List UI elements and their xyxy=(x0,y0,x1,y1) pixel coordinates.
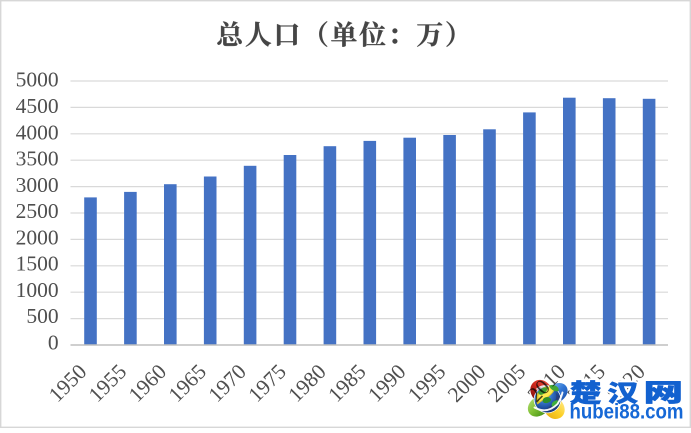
svg-text:1500: 1500 xyxy=(16,252,59,276)
svg-text:2000: 2000 xyxy=(16,225,59,249)
svg-text:500: 500 xyxy=(26,304,58,328)
svg-text:hubei88.com: hubei88.com xyxy=(570,400,684,423)
svg-text:3500: 3500 xyxy=(16,147,59,171)
svg-text:4000: 4000 xyxy=(16,120,59,144)
svg-text:5000: 5000 xyxy=(16,68,59,92)
svg-text:1000: 1000 xyxy=(16,278,59,302)
svg-text:0: 0 xyxy=(48,331,59,355)
svg-text:4500: 4500 xyxy=(16,94,59,118)
svg-text:2500: 2500 xyxy=(16,199,59,223)
svg-text:3000: 3000 xyxy=(16,173,59,197)
